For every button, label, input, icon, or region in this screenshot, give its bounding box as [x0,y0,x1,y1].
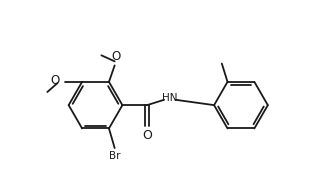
Text: O: O [51,74,60,87]
Text: Br: Br [109,151,120,161]
Text: O: O [142,130,152,142]
Text: O: O [111,50,120,63]
Text: HN: HN [162,93,178,103]
